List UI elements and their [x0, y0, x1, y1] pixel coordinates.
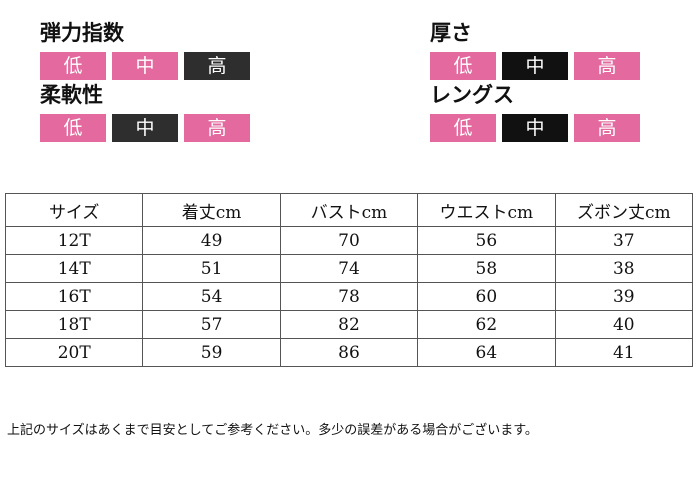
cell-bust: 86 [279, 338, 419, 367]
table-row: 14T 51 74 58 38 [4, 254, 694, 283]
cell-waist: 60 [417, 282, 556, 311]
cell-length: 57 [142, 310, 281, 339]
cell-bust: 70 [279, 226, 419, 255]
thickness-level-high: 高 [574, 52, 640, 80]
cell-pants-length: 41 [554, 338, 694, 367]
cell-bust: 78 [279, 282, 419, 311]
cell-length: 54 [142, 282, 281, 311]
table-row: 18T 57 82 62 40 [4, 310, 694, 339]
cell-size: 18T [4, 310, 144, 339]
softness-level-mid: 中 [112, 114, 178, 142]
elasticity-level-high: 高 [184, 52, 250, 80]
header-pants-length: ズボン丈cm [554, 193, 694, 227]
size-disclaimer-note: 上記のサイズはあくまで目安としてご参考ください。多少の誤差がある場合がございます… [7, 423, 538, 438]
softness-title: 柔軟性 [40, 83, 103, 107]
elasticity-level-low: 低 [40, 52, 106, 80]
cell-waist: 58 [417, 254, 556, 283]
length-title: レングス [430, 83, 514, 107]
cell-length: 51 [142, 254, 281, 283]
elasticity-title: 弾力指数 [40, 21, 124, 45]
table-row: 12T 49 70 56 37 [4, 226, 694, 255]
header-length: 着丈cm [142, 193, 281, 227]
table-header-row: サイズ 着丈cm バストcm ウエストcm ズボン丈cm [4, 193, 694, 227]
cell-pants-length: 37 [554, 226, 694, 255]
length-level-low: 低 [430, 114, 496, 142]
cell-pants-length: 39 [554, 282, 694, 311]
cell-waist: 62 [417, 310, 556, 339]
table-row: 16T 54 78 60 39 [4, 282, 694, 311]
table-row: 20T 59 86 64 41 [4, 338, 694, 367]
cell-size: 12T [4, 226, 144, 255]
size-table: サイズ 着丈cm バストcm ウエストcm ズボン丈cm 12T 49 70 5… [4, 193, 694, 367]
cell-size: 16T [4, 282, 144, 311]
cell-pants-length: 40 [554, 310, 694, 339]
softness-level-low: 低 [40, 114, 106, 142]
header-size: サイズ [4, 193, 144, 227]
elasticity-level-mid: 中 [112, 52, 178, 80]
cell-size: 20T [4, 338, 144, 367]
cell-waist: 56 [417, 226, 556, 255]
thickness-level-mid: 中 [502, 52, 568, 80]
header-bust: バストcm [279, 193, 419, 227]
length-level-high: 高 [574, 114, 640, 142]
cell-bust: 74 [279, 254, 419, 283]
cell-length: 49 [142, 226, 281, 255]
thickness-title: 厚さ [430, 21, 472, 45]
softness-level-high: 高 [184, 114, 250, 142]
cell-size: 14T [4, 254, 144, 283]
cell-bust: 82 [279, 310, 419, 339]
length-level-mid: 中 [502, 114, 568, 142]
cell-pants-length: 38 [554, 254, 694, 283]
cell-length: 59 [142, 338, 281, 367]
cell-waist: 64 [417, 338, 556, 367]
thickness-level-low: 低 [430, 52, 496, 80]
header-waist: ウエストcm [417, 193, 556, 227]
